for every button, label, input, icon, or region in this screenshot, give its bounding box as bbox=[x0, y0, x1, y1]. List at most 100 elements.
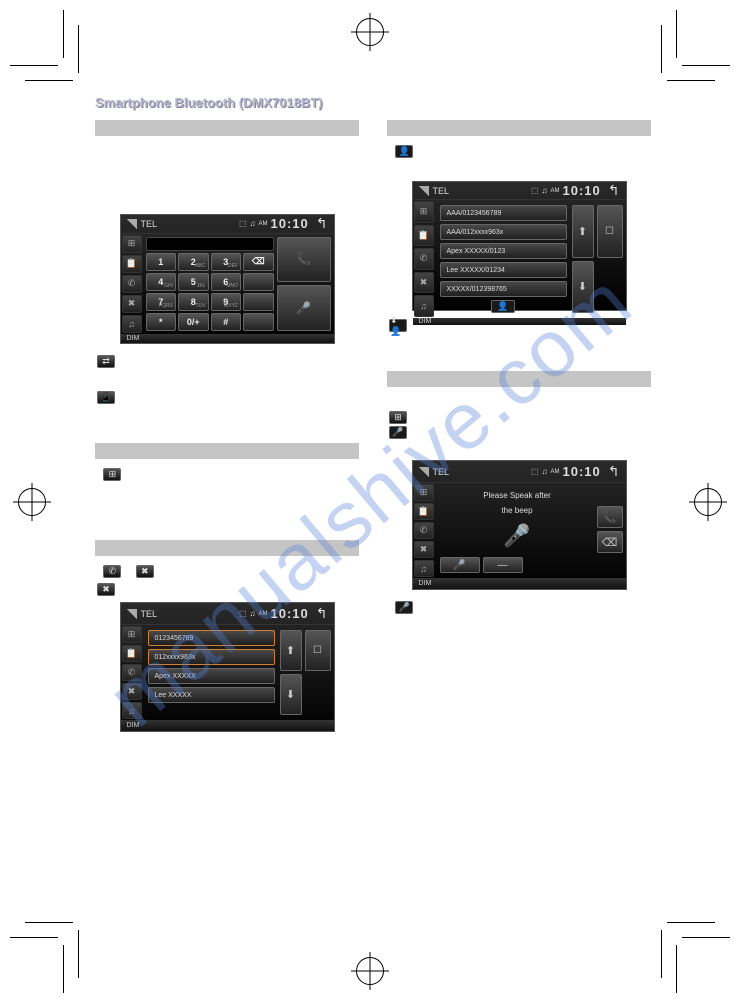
mic-icon[interactable]: 🎤 bbox=[389, 426, 407, 439]
tab-missed[interactable]: ✖ bbox=[414, 541, 434, 558]
tab-contacts[interactable]: 📋 bbox=[122, 645, 142, 662]
registration-mark bbox=[356, 18, 384, 46]
scroll-down[interactable]: ⬇ bbox=[572, 261, 594, 314]
keypad-icon[interactable]: ⊞ bbox=[103, 468, 121, 481]
heading-make-call bbox=[95, 120, 359, 136]
voice-prompt: Please Speak after the beep 🎤 bbox=[438, 486, 597, 555]
voice-cancel-button[interactable]: — bbox=[483, 557, 523, 573]
clock: 10:10 bbox=[563, 183, 601, 198]
scroll-up[interactable]: ⬆ bbox=[280, 630, 302, 671]
tab-missed[interactable]: ✖ bbox=[122, 295, 142, 313]
bt-icon: ⬚ bbox=[531, 186, 539, 195]
tab-audio[interactable]: ♫ bbox=[122, 315, 142, 333]
back-icon[interactable]: ↰ bbox=[608, 463, 620, 480]
call-button[interactable]: 📞 bbox=[277, 237, 331, 283]
mic-big-icon: 🎤 bbox=[504, 521, 530, 551]
tel-label: TEL bbox=[433, 186, 531, 196]
registration-mark bbox=[18, 488, 46, 516]
end-button[interactable]: ⌫ bbox=[597, 531, 623, 553]
crop-mark bbox=[63, 10, 64, 58]
key-hash[interactable]: # bbox=[211, 313, 242, 331]
back-icon[interactable]: ↰ bbox=[316, 605, 328, 622]
signal-icon bbox=[419, 467, 429, 477]
key-7[interactable]: 7PQRS bbox=[146, 293, 177, 311]
download-contact-icon[interactable]: 👤 bbox=[491, 300, 515, 313]
tab-keypad[interactable]: ⊞ bbox=[414, 201, 434, 223]
list-item[interactable]: AAA/0123456789 bbox=[440, 205, 567, 221]
tab-keypad[interactable]: ⊞ bbox=[414, 484, 434, 501]
signal-icon bbox=[127, 219, 137, 229]
tab-calls[interactable]: ✆ bbox=[414, 248, 434, 270]
voice-button[interactable]: 🎤 bbox=[277, 285, 331, 331]
tab-audio[interactable]: ♫ bbox=[414, 560, 434, 577]
missed-icon-2[interactable]: ✖ bbox=[97, 583, 115, 596]
tab-calls[interactable]: ✆ bbox=[414, 522, 434, 539]
redial-icon[interactable]: ⇄ bbox=[97, 355, 115, 368]
received-icon[interactable]: ✆ bbox=[103, 565, 121, 578]
contact-icon[interactable]: 👤 bbox=[395, 145, 413, 158]
list-item[interactable]: Lee XXXXX/01234 bbox=[440, 262, 567, 278]
para bbox=[95, 142, 359, 154]
bt-icon: ⬚ bbox=[531, 467, 539, 476]
key-2[interactable]: 2ABC bbox=[178, 253, 209, 271]
call-button[interactable]: 📞 bbox=[597, 506, 623, 528]
list-item[interactable]: XXXXX/012398765 bbox=[440, 281, 567, 297]
tab-keypad[interactable]: ⊞ bbox=[122, 626, 142, 643]
dim-bar[interactable]: DIM bbox=[121, 720, 334, 731]
crop-mark bbox=[25, 922, 73, 923]
key-9[interactable]: 9WXYZ bbox=[211, 293, 242, 311]
tab-keypad[interactable]: ⊞ bbox=[122, 235, 142, 253]
keypad-icon[interactable]: ⊞ bbox=[389, 411, 407, 424]
scroll-up[interactable]: ⬆ bbox=[572, 205, 594, 258]
mic-icon[interactable]: 🎤 bbox=[395, 601, 413, 614]
list-item[interactable]: 0123456789 bbox=[148, 630, 275, 646]
clock: 10:10 bbox=[563, 464, 601, 479]
para bbox=[95, 196, 359, 208]
key-6[interactable]: 6MNO bbox=[211, 273, 242, 291]
tab-missed[interactable]: ✖ bbox=[122, 683, 142, 700]
key-4[interactable]: 4GHI bbox=[146, 273, 177, 291]
list-item[interactable]: Lee XXXXX bbox=[148, 687, 275, 703]
dim-bar[interactable]: DIM bbox=[121, 334, 334, 343]
tab-audio[interactable]: ♫ bbox=[122, 702, 142, 719]
key-3[interactable]: 3DEF bbox=[211, 253, 242, 271]
right-box[interactable]: ☐ bbox=[597, 205, 623, 258]
download-icon[interactable]: ⬇👤 bbox=[389, 319, 407, 332]
scroll-down[interactable]: ⬇ bbox=[280, 674, 302, 715]
tab-contacts[interactable]: 📋 bbox=[414, 225, 434, 247]
key-back[interactable]: ⌫ bbox=[243, 253, 274, 271]
right-box[interactable]: ☐ bbox=[305, 630, 331, 671]
tab-calls[interactable]: ✆ bbox=[122, 275, 142, 293]
key-1[interactable]: 1 bbox=[146, 253, 177, 271]
crop-mark bbox=[667, 922, 715, 923]
key-0[interactable]: 0/+ bbox=[178, 313, 209, 331]
crop-mark bbox=[667, 80, 715, 81]
list-item[interactable]: AAA/012xxxx963x bbox=[440, 224, 567, 240]
para bbox=[95, 178, 359, 190]
statusbar: TEL ⬚ ♫ AM 10:10 ↰ bbox=[121, 603, 334, 625]
tab-calls[interactable]: ✆ bbox=[122, 664, 142, 681]
dim-bar[interactable]: DIM bbox=[413, 578, 626, 589]
missed-icon[interactable]: ✖ bbox=[136, 565, 154, 578]
tab-contacts[interactable]: 📋 bbox=[414, 503, 434, 520]
voice-mic-button[interactable]: 🎤 bbox=[440, 557, 480, 573]
tab-contacts[interactable]: 📋 bbox=[122, 255, 142, 273]
list-item[interactable]: Apex XXXXX bbox=[148, 668, 275, 684]
key-5[interactable]: 5JKL bbox=[178, 273, 209, 291]
device-icon[interactable]: 📱 bbox=[97, 391, 115, 404]
statusbar: TEL ⬚ ♫ AM 10:10 ↰ bbox=[121, 215, 334, 234]
dial-display bbox=[146, 237, 274, 251]
tab-missed[interactable]: ✖ bbox=[414, 272, 434, 294]
tab-audio[interactable]: ♫ bbox=[414, 295, 434, 317]
key-8[interactable]: 8TUV bbox=[178, 293, 209, 311]
crop-mark bbox=[661, 25, 662, 73]
crop-mark bbox=[682, 937, 730, 938]
list-item[interactable]: Apex XXXXX/0123 bbox=[440, 243, 567, 259]
status-icons: ⬚ ♫ AM 10:10 ↰ bbox=[239, 215, 328, 232]
back-icon[interactable]: ↰ bbox=[316, 215, 328, 232]
list-item[interactable]: 012xxxx963x bbox=[148, 649, 275, 665]
key-star[interactable]: * bbox=[146, 313, 177, 331]
crop-mark bbox=[25, 80, 73, 81]
back-icon[interactable]: ↰ bbox=[608, 182, 620, 199]
dim-bar[interactable]: DIM bbox=[413, 318, 626, 325]
